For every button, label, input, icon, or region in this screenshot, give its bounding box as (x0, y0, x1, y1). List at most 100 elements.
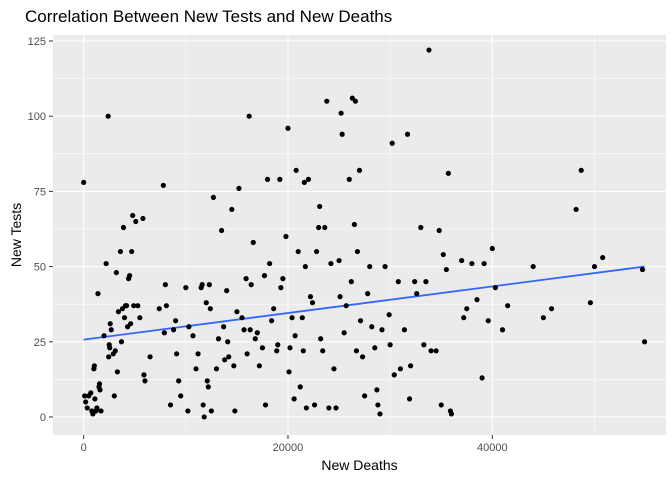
data-point (275, 342, 281, 348)
data-point (117, 248, 124, 255)
data-point (274, 348, 280, 354)
data-point (305, 176, 312, 182)
data-point (133, 218, 139, 225)
data-point (236, 185, 242, 191)
trend-layer (83, 265, 645, 341)
data-point (206, 282, 212, 288)
data-point (163, 303, 170, 309)
data-point (225, 339, 231, 345)
data-point (299, 315, 305, 321)
data-point (121, 315, 128, 321)
data-point (218, 227, 225, 234)
data-point (185, 408, 191, 414)
data-point (641, 339, 648, 345)
data-point (318, 336, 324, 342)
data-point (266, 260, 273, 267)
data-point (224, 288, 230, 294)
data-point (95, 291, 101, 297)
data-point (479, 375, 485, 381)
data-point (147, 354, 153, 360)
x-tick-label: 20000 (273, 442, 304, 454)
data-point (183, 285, 189, 291)
data-point (84, 405, 90, 411)
data-point (287, 345, 293, 351)
data-point (186, 324, 192, 330)
data-point (103, 260, 109, 267)
data-point (343, 303, 349, 309)
data-point (231, 363, 237, 369)
data-point (492, 285, 498, 291)
data-point (404, 131, 411, 137)
data-point (331, 366, 337, 372)
data-point (578, 167, 584, 173)
y-axis-title: New Tests (8, 203, 24, 267)
y-tick-label: 100 (28, 111, 46, 123)
data-point (232, 408, 238, 414)
data-point (374, 387, 380, 393)
data-point (131, 303, 137, 309)
data-point (351, 221, 357, 228)
data-point (352, 98, 359, 104)
data-point (365, 291, 371, 297)
data-point (250, 239, 256, 246)
grid-major (53, 35, 666, 435)
grid-minor (53, 35, 666, 435)
data-point (289, 315, 295, 321)
data-point (173, 318, 179, 324)
data-point (286, 369, 292, 375)
data-point (300, 348, 306, 354)
data-point (389, 140, 395, 146)
data-point (243, 276, 249, 282)
data-point (303, 405, 309, 411)
data-point (142, 378, 148, 384)
data-point (176, 378, 182, 384)
data-point (118, 339, 125, 345)
data-point (387, 342, 393, 348)
data-point (283, 233, 289, 240)
data-point (215, 336, 222, 342)
data-point (112, 348, 118, 354)
data-point (324, 98, 330, 104)
data-point (469, 260, 475, 267)
data-point (91, 363, 97, 369)
data-point (307, 294, 314, 300)
data-point (369, 324, 375, 330)
data-point (464, 306, 470, 312)
data-point (499, 327, 506, 333)
data-point (386, 312, 392, 318)
data-point (200, 402, 206, 408)
data-point (190, 333, 196, 339)
data-point (372, 345, 378, 351)
data-point (98, 408, 104, 414)
data-point (107, 345, 113, 351)
data-point (375, 402, 381, 408)
data-point (362, 393, 368, 399)
data-point (309, 300, 316, 306)
data-point (301, 179, 307, 185)
data-point (170, 327, 177, 333)
data-point (129, 248, 135, 255)
data-point (397, 366, 403, 372)
data-point (271, 306, 277, 312)
data-point (81, 179, 87, 185)
y-axis-ticks: 0 25 50 75 100 125 (28, 36, 53, 424)
data-point (346, 176, 352, 182)
data-point (348, 279, 354, 285)
data-point (141, 372, 147, 378)
data-point (252, 336, 258, 342)
data-point (247, 327, 253, 333)
x-tick-label: 40000 (477, 442, 508, 454)
data-point (234, 309, 240, 315)
data-point (254, 330, 260, 336)
data-point (320, 348, 326, 354)
data-point (140, 215, 146, 222)
data-point (229, 206, 235, 213)
data-point (485, 318, 491, 324)
data-point (199, 282, 205, 288)
data-point (167, 402, 174, 408)
data-point (443, 266, 449, 273)
data-point (213, 366, 220, 372)
data-point (113, 269, 119, 276)
x-axis-title: New Deaths (321, 457, 397, 473)
data-point (328, 260, 334, 267)
